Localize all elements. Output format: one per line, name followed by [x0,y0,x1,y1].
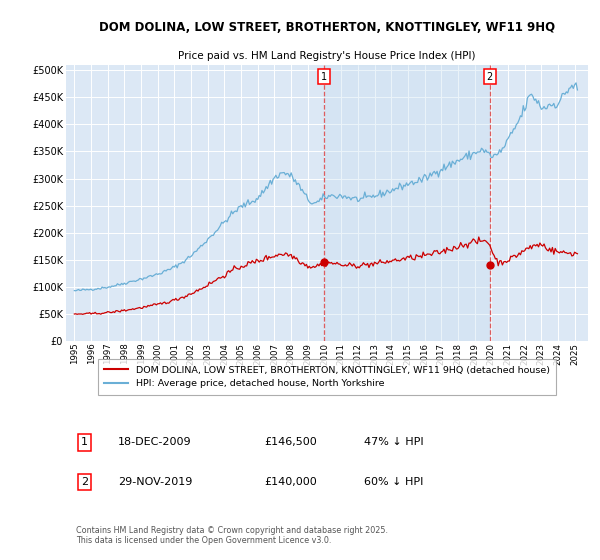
Text: 2: 2 [81,477,88,487]
Text: 60% ↓ HPI: 60% ↓ HPI [364,477,423,487]
Text: 1: 1 [321,72,327,82]
Text: Contains HM Land Registry data © Crown copyright and database right 2025.
This d: Contains HM Land Registry data © Crown c… [76,526,388,545]
Text: 1: 1 [81,437,88,447]
Text: £140,000: £140,000 [265,477,317,487]
Bar [324,65,490,342]
Text: 18-DEC-2009: 18-DEC-2009 [118,437,192,447]
Text: 29-NOV-2019: 29-NOV-2019 [118,477,193,487]
Text: DOM DOLINA, LOW STREET, BROTHERTON, KNOTTINGLEY, WF11 9HQ: DOM DOLINA, LOW STREET, BROTHERTON, KNOT… [99,21,555,34]
Text: 47% ↓ HPI: 47% ↓ HPI [364,437,423,447]
Text: Price paid vs. HM Land Registry's House Price Index (HPI): Price paid vs. HM Land Registry's House … [178,51,476,61]
Text: £146,500: £146,500 [265,437,317,447]
Legend: DOM DOLINA, LOW STREET, BROTHERTON, KNOTTINGLEY, WF11 9HQ (detached house), HPI:: DOM DOLINA, LOW STREET, BROTHERTON, KNOT… [98,359,556,395]
Text: 2: 2 [487,72,493,82]
